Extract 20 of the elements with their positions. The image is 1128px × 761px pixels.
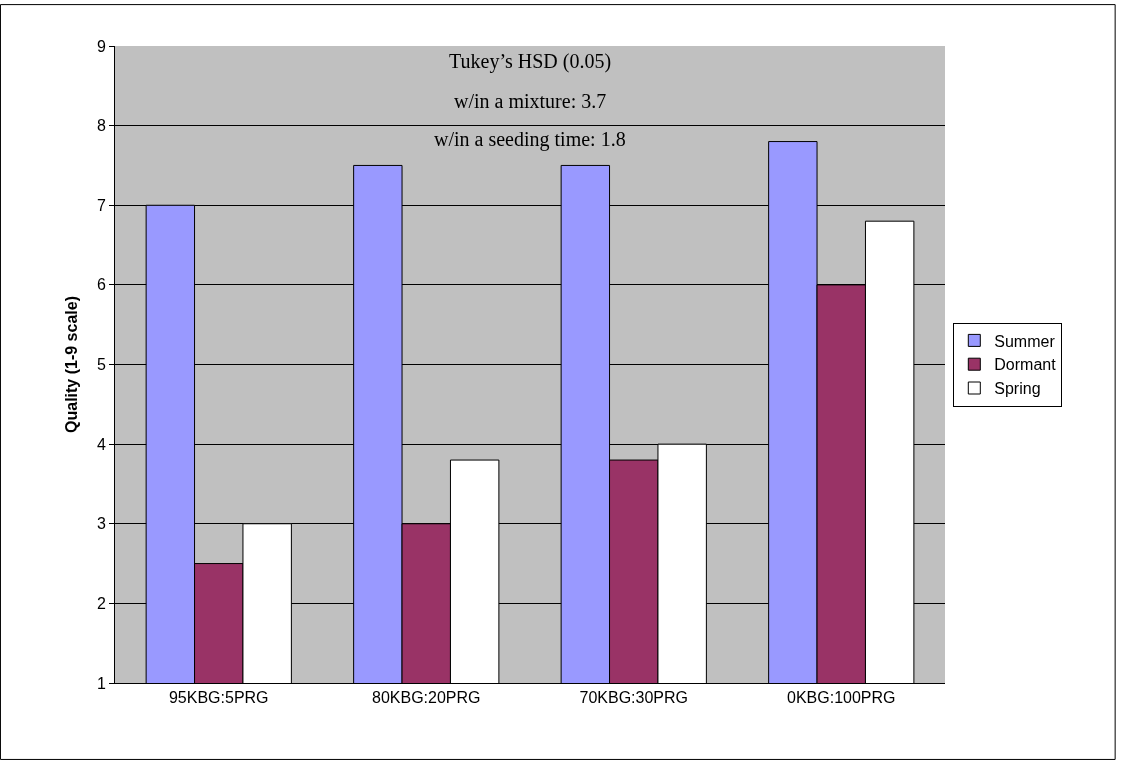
y-tick-label: 8 (96, 117, 106, 135)
legend-label: Spring (994, 380, 1041, 398)
y-tick-label: 7 (96, 196, 106, 214)
annotation: Tukey’s HSD (0.05) (449, 50, 612, 73)
x-tick-label: 80KBG:20PRG (372, 689, 481, 707)
annotation: w/in a seeding time: 1.8 (434, 128, 626, 151)
x-tick-label: 95KBG:5PRG (168, 689, 269, 707)
y-tick-label: 6 (96, 276, 106, 294)
x-tick-label: 0KBG:100PRG (787, 689, 896, 707)
x-tick-label: 70KBG:30PRG (579, 689, 688, 707)
y-tick-label: 9 (96, 37, 106, 55)
y-axis-title: Quality (1-9 scale) (62, 296, 80, 433)
annotation: w/in a mixture: 3.7 (454, 90, 607, 112)
y-tick-label: 2 (96, 594, 106, 612)
y-tick-label: 1 (96, 674, 106, 692)
legend-label: Summer (994, 332, 1056, 350)
y-tick-label: 5 (96, 356, 106, 374)
y-tick-label: 3 (96, 515, 106, 533)
y-tick-label: 4 (96, 435, 106, 453)
legend-label: Dormant (994, 356, 1057, 374)
